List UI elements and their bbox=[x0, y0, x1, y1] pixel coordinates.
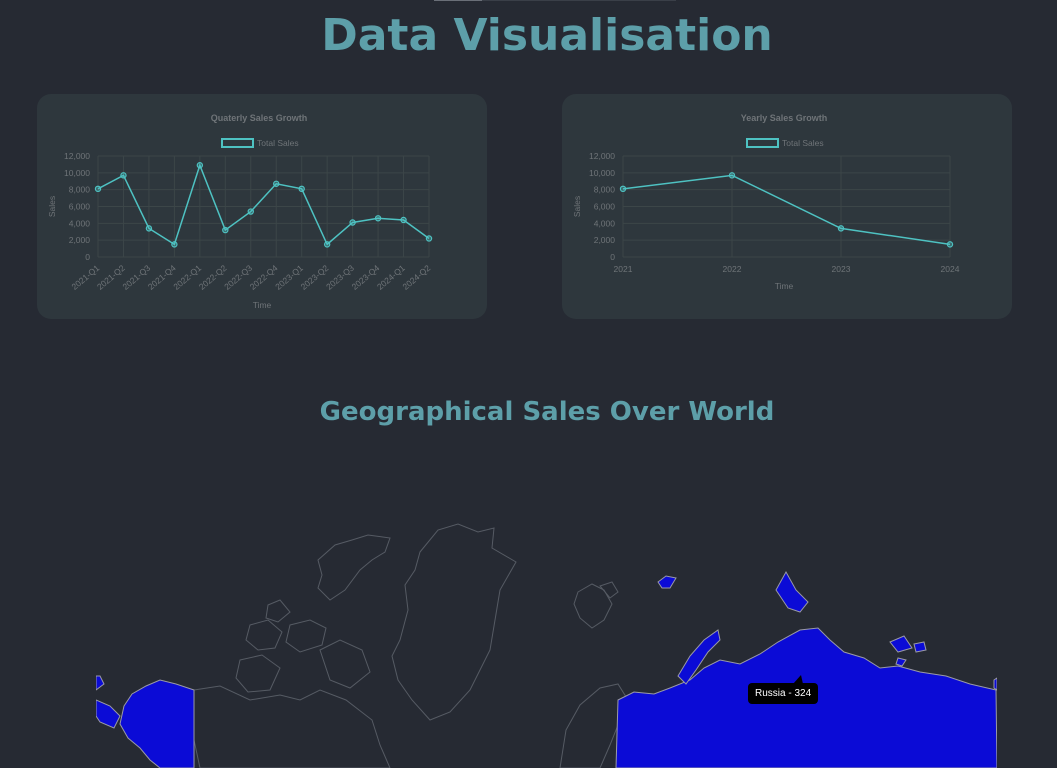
canada-islands-outline[interactable] bbox=[317, 534, 391, 601]
geo-section-title: Geographical Sales Over World bbox=[319, 397, 775, 427]
data-point bbox=[946, 241, 954, 248]
tooltip-arrow bbox=[793, 675, 803, 684]
data-point bbox=[400, 216, 407, 224]
y-tick-label: 10,000 bbox=[64, 168, 90, 178]
data-point bbox=[374, 215, 382, 222]
y-tick-label: 2,000 bbox=[69, 235, 91, 245]
series-line bbox=[622, 174, 951, 246]
y-tick-label: 8,000 bbox=[594, 185, 616, 195]
series-line bbox=[97, 163, 430, 246]
y-tick-label: 6,000 bbox=[69, 202, 91, 212]
data-point bbox=[196, 162, 204, 169]
y-tick-label: 2,000 bbox=[594, 235, 616, 245]
legend-swatch bbox=[746, 138, 779, 148]
yearly-chart-card: Yearly Sales Growth Total Sales 12,000 10,0… bbox=[562, 94, 1012, 319]
world-map[interactable] bbox=[96, 510, 997, 768]
chart-title: Quaterly Sales Growth bbox=[211, 113, 308, 123]
novaya-zemlya-region[interactable] bbox=[677, 629, 721, 685]
y-tick-label: 0 bbox=[610, 252, 615, 262]
data-point bbox=[247, 208, 254, 215]
data-point bbox=[349, 219, 356, 226]
y-tick-label: 0 bbox=[85, 252, 90, 262]
top-scroll-tab bbox=[434, 0, 676, 1]
severnaya-zemlya-region[interactable] bbox=[775, 570, 809, 613]
data-point bbox=[728, 172, 736, 179]
top-scroll-tab-active bbox=[434, 0, 482, 1]
y-tick-label: 6,000 bbox=[594, 202, 616, 212]
page-title: Data Visualisation bbox=[321, 10, 773, 61]
data-point bbox=[222, 226, 229, 234]
y-tick-label: 12,000 bbox=[589, 151, 615, 161]
x-tick-label: 2024-Q2 bbox=[401, 263, 433, 292]
y-tick-label: 4,000 bbox=[594, 218, 616, 228]
data-point bbox=[120, 172, 127, 179]
data-point bbox=[837, 225, 845, 232]
chart-title: Yearly Sales Growth bbox=[741, 113, 828, 123]
x-tick-label: 2021 bbox=[614, 264, 633, 274]
x-tick-label: 2022 bbox=[723, 264, 742, 274]
y-axis-title: Sales bbox=[572, 196, 582, 217]
y-axis-title: Sales bbox=[47, 196, 57, 217]
x-tick-label: 2024 bbox=[941, 264, 960, 274]
canada-outline[interactable] bbox=[193, 685, 391, 768]
quarterly-chart-card: Quaterly Sales Growth Total Sales 12,000 10… bbox=[37, 94, 487, 319]
x-axis-title: Time bbox=[253, 300, 272, 310]
map-tooltip: Russia - 324 bbox=[748, 683, 819, 704]
data-point bbox=[298, 185, 305, 193]
y-tick-label: 8,000 bbox=[69, 185, 91, 195]
legend-label: Total Sales bbox=[782, 138, 824, 148]
y-tick-label: 10,000 bbox=[589, 168, 615, 178]
scandinavia-outline[interactable] bbox=[559, 683, 629, 768]
yearly-sales-chart: Yearly Sales Growth Total Sales 12,000 10,0… bbox=[572, 113, 960, 291]
y-tick-label: 12,000 bbox=[64, 151, 90, 161]
data-point bbox=[94, 185, 102, 193]
data-point bbox=[273, 180, 280, 187]
data-point bbox=[323, 241, 331, 248]
greenland-outline[interactable] bbox=[391, 523, 517, 721]
x-tick-label: 2023 bbox=[832, 264, 851, 274]
y-tick-label: 4,000 bbox=[69, 218, 91, 228]
legend-swatch bbox=[221, 138, 254, 148]
data-point bbox=[145, 225, 153, 232]
quarterly-sales-chart: Quaterly Sales Growth Total Sales 12,000 10… bbox=[47, 113, 433, 310]
legend-label: Total Sales bbox=[257, 138, 299, 148]
x-axis-title: Time bbox=[775, 281, 794, 291]
data-point bbox=[425, 235, 433, 242]
alaska-region[interactable] bbox=[96, 675, 105, 691]
data-point bbox=[171, 241, 178, 248]
alaska-region-main[interactable] bbox=[119, 679, 195, 768]
data-point bbox=[619, 185, 627, 193]
